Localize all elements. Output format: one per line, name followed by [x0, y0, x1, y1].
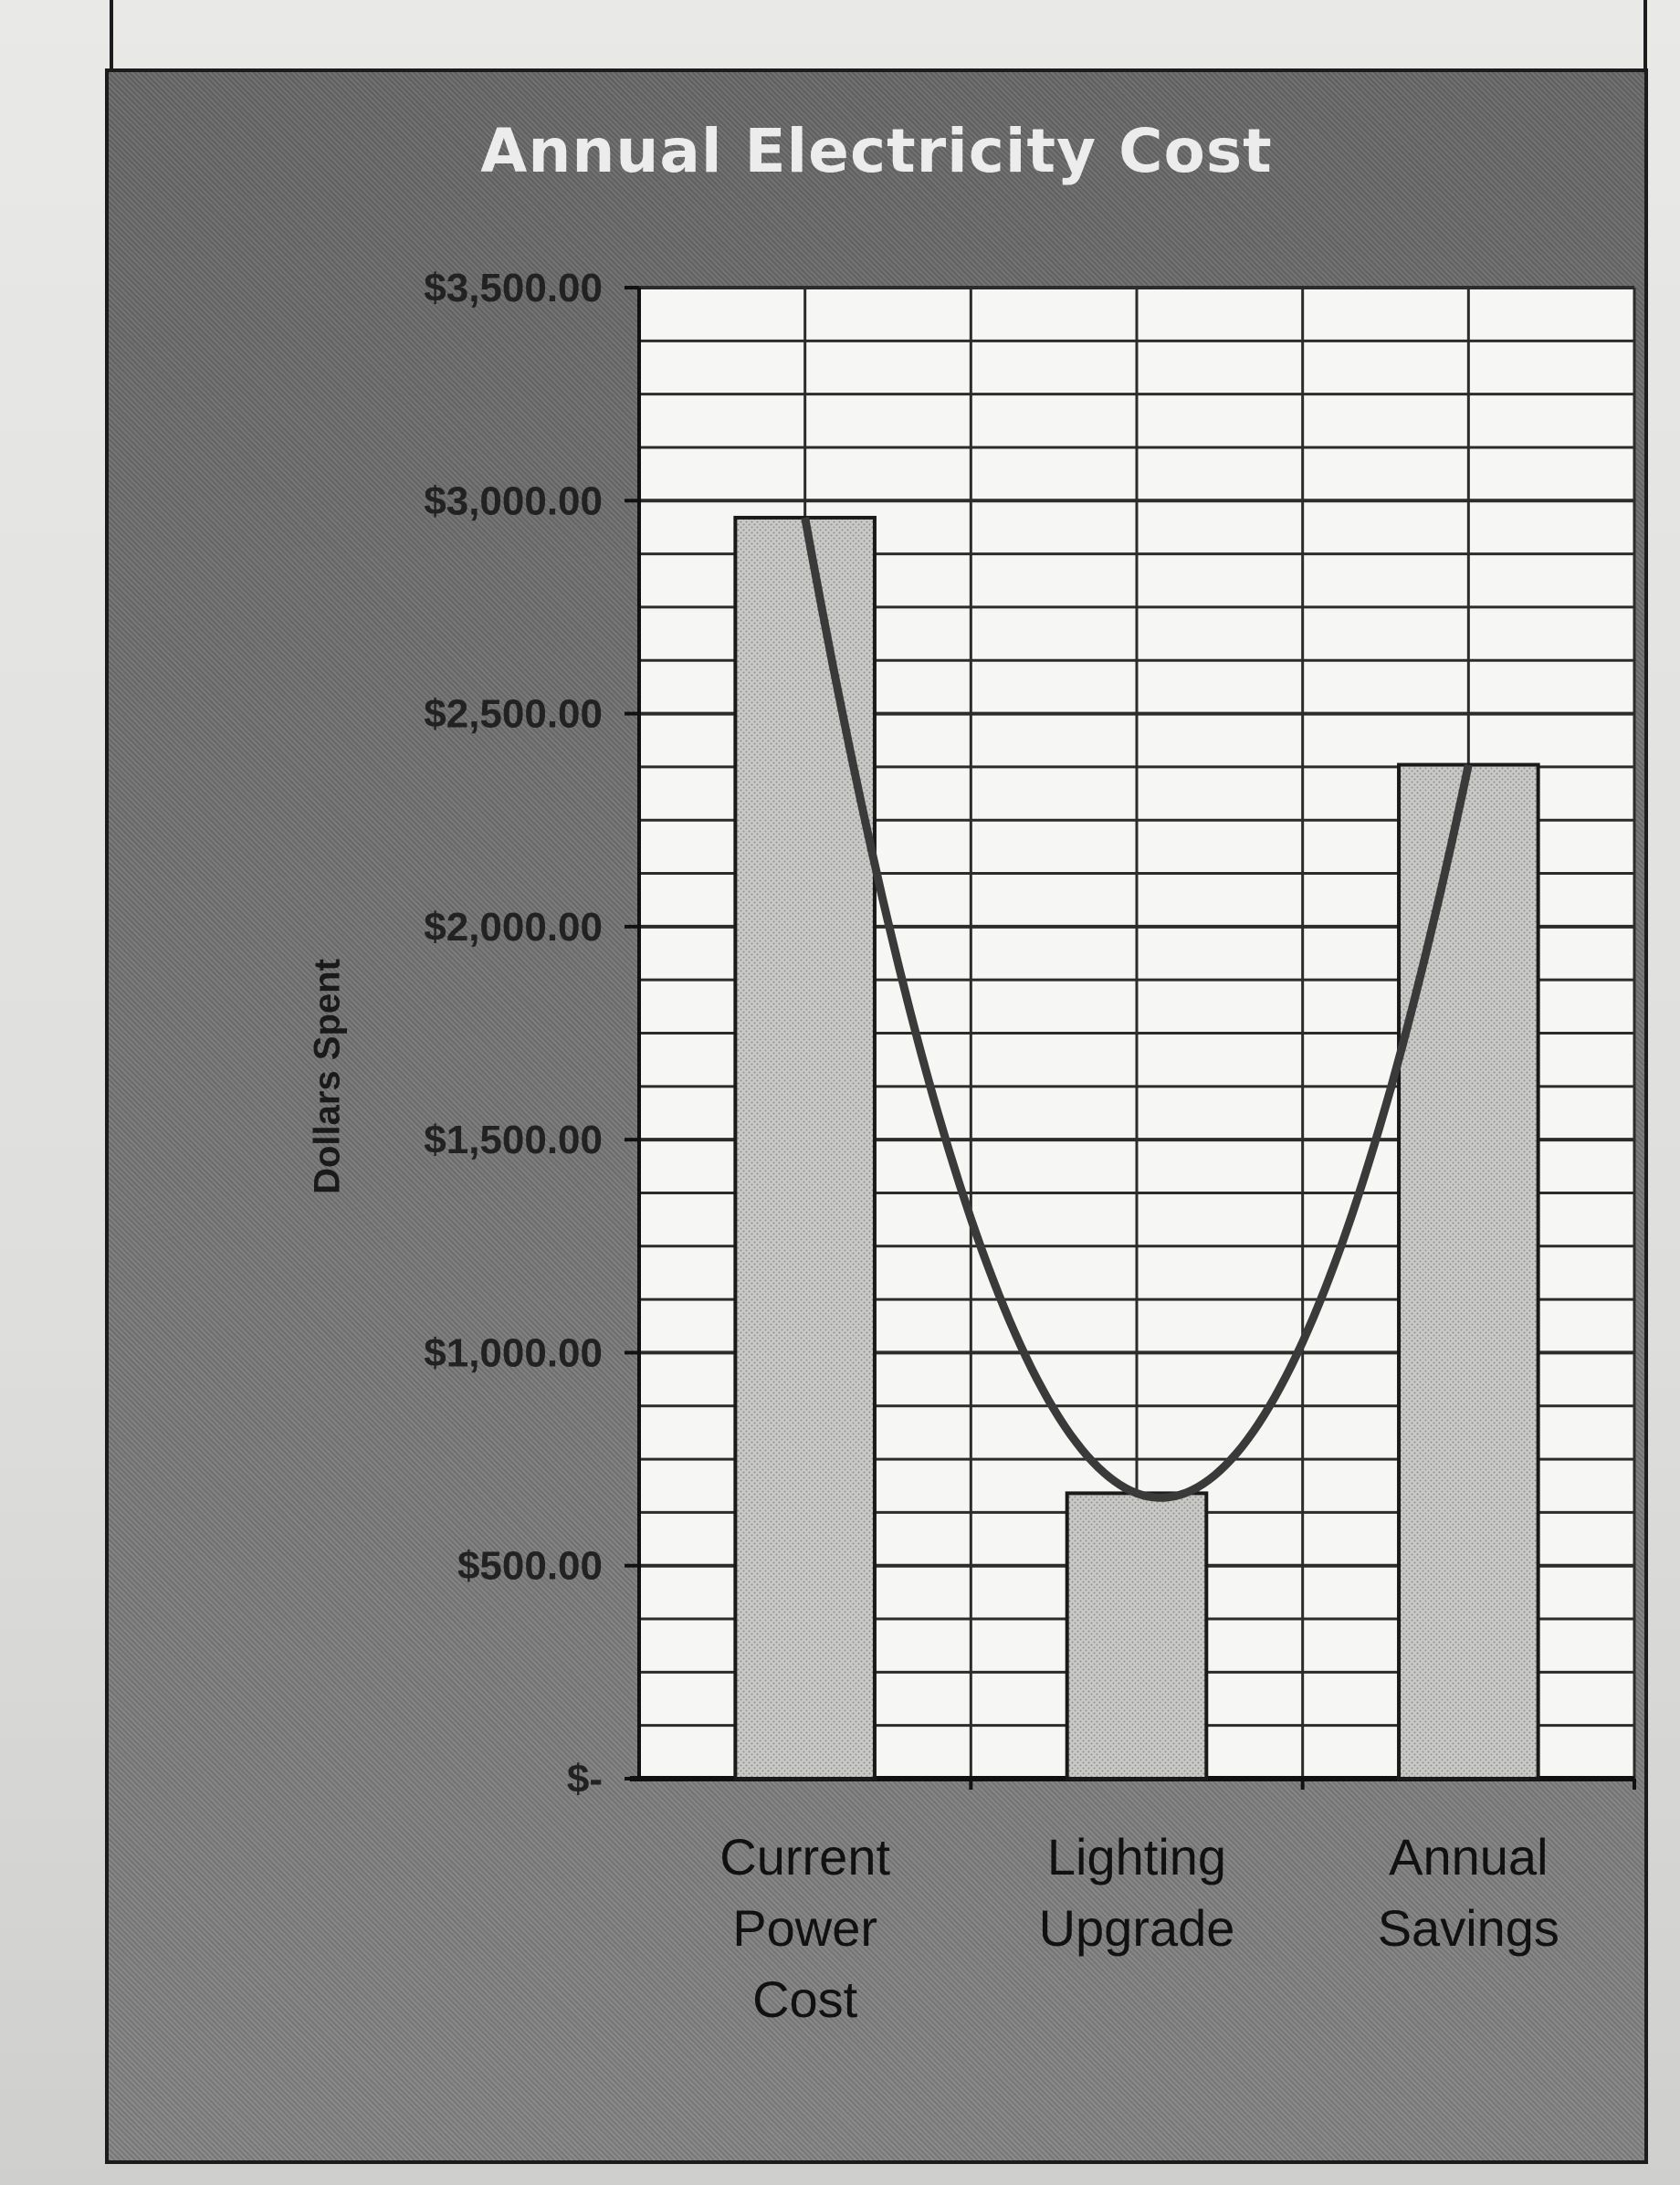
x-category-label: Annual — [1389, 1828, 1548, 1886]
x-category-label: Lighting — [1047, 1828, 1226, 1886]
x-category-label: Current — [719, 1828, 890, 1886]
trendline — [801, 517, 1473, 1502]
x-category-label: Power — [732, 1899, 877, 1957]
bar — [1065, 1491, 1209, 1781]
y-tick-label: $2,500.00 — [424, 692, 603, 737]
y-tick-label: $1,500.00 — [424, 1118, 603, 1162]
frame-edge-right — [1643, 0, 1647, 110]
x-category-label: Savings — [1378, 1899, 1559, 1957]
bar — [1397, 762, 1540, 1781]
y-tick-label: $500.00 — [457, 1544, 603, 1589]
x-category-label: Upgrade — [1039, 1899, 1235, 1957]
y-tick-label: $- — [567, 1757, 603, 1802]
bar — [733, 515, 877, 1781]
y-tick-label: $1,000.00 — [424, 1330, 603, 1375]
chart-title: Annual Electricity Cost — [480, 116, 1273, 186]
y-tick-label: $2,000.00 — [424, 905, 603, 950]
x-category-label: Cost — [752, 1970, 858, 2028]
y-tick-label: $3,000.00 — [424, 478, 603, 523]
frame-edge-left — [110, 0, 113, 110]
y-tick-label: $3,500.00 — [424, 266, 603, 310]
